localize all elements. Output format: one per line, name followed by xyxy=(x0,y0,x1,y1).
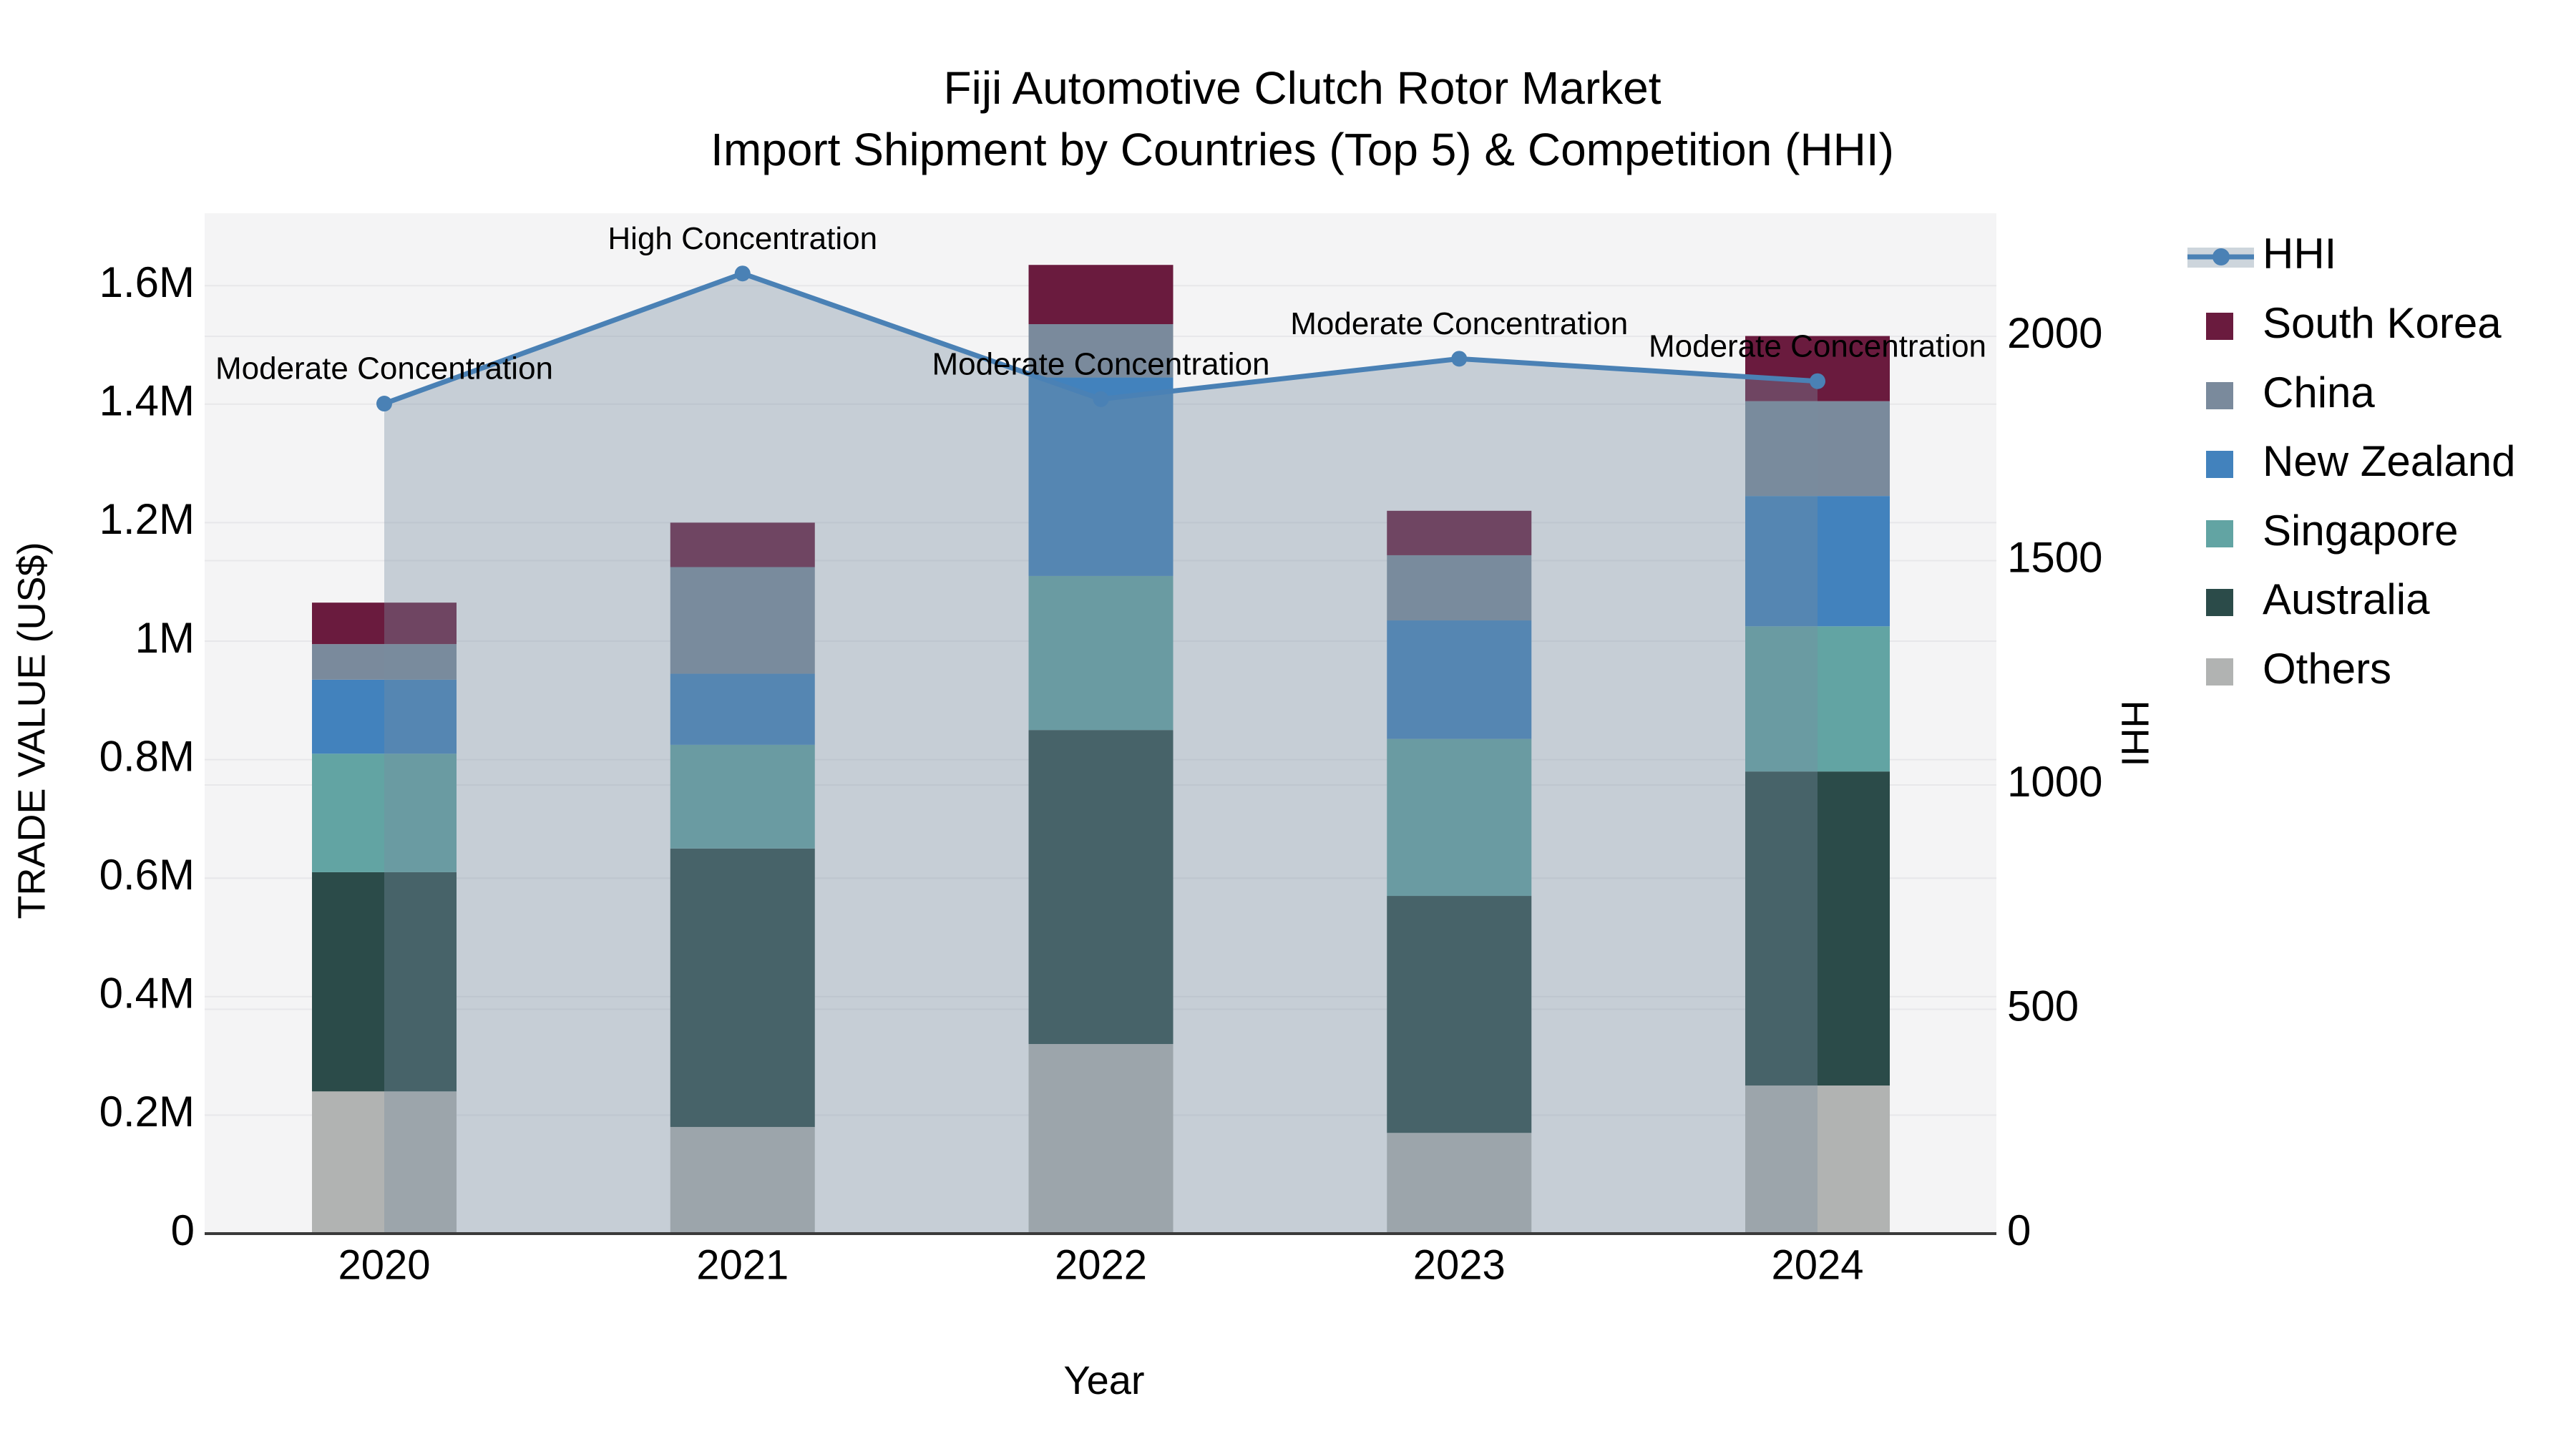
y-left-tick-1M: 1M xyxy=(135,614,195,662)
legend-swatch-south-korea xyxy=(2206,313,2233,340)
x-tick-2024: 2024 xyxy=(1771,1241,1863,1288)
bar-segment-2020-china xyxy=(312,644,457,680)
bar-segment-2024-china xyxy=(1745,401,1890,497)
bar-segment-2022-new-zealand xyxy=(1028,377,1174,576)
legend-label-china: China xyxy=(2263,369,2375,416)
chart-title: Fiji Automotive Clutch Rotor Market xyxy=(944,62,1662,114)
legend-label-australia: Australia xyxy=(2263,575,2430,623)
bar-segment-2020-australia xyxy=(312,872,457,1092)
legend-swatch-australia xyxy=(2206,589,2233,616)
y-left-axis-title: TRADE VALUE (US$) xyxy=(10,542,53,919)
hhi-marker-2020 xyxy=(376,396,392,412)
x-tick-2023: 2023 xyxy=(1413,1241,1506,1288)
y-left-tick-0.2M: 0.2M xyxy=(99,1088,195,1136)
bar-segment-2022-others xyxy=(1028,1044,1174,1234)
bar-segment-2023-south-korea xyxy=(1387,510,1532,555)
annotation-2020: Moderate Concentration xyxy=(215,351,553,386)
bar-segment-2020-singapore xyxy=(312,753,457,872)
hhi-marker-2022 xyxy=(1093,391,1109,407)
bar-segment-2022-china xyxy=(1028,324,1174,378)
bar-segment-2023-australia xyxy=(1387,896,1532,1133)
annotation-2023: Moderate Concentration xyxy=(1290,306,1628,341)
legend-label-new-zealand: New Zealand xyxy=(2263,437,2516,485)
bar-segment-2023-china xyxy=(1387,555,1532,621)
legend-hhi-marker-icon xyxy=(2212,248,2230,265)
legend-swatch-singapore xyxy=(2206,520,2233,547)
y-left-tick-0.6M: 0.6M xyxy=(99,851,195,899)
chart-subtitle: Import Shipment by Countries (Top 5) & C… xyxy=(711,124,1894,175)
x-tick-2021: 2021 xyxy=(696,1241,789,1288)
annotation-2024: Moderate Concentration xyxy=(1649,328,1986,364)
y-right-tick-500: 500 xyxy=(2007,982,2079,1030)
bar-segment-2022-south-korea xyxy=(1028,265,1174,325)
x-axis-title: Year xyxy=(1063,1357,1144,1402)
bar-segment-2021-china xyxy=(670,567,815,674)
y-right-tick-0: 0 xyxy=(2007,1206,2031,1254)
legend-label-hhi: HHI xyxy=(2263,230,2336,278)
bar-segment-2023-others xyxy=(1387,1133,1532,1234)
bar-segment-2024-singapore xyxy=(1745,626,1890,772)
legend-label-others: Others xyxy=(2263,645,2391,693)
bar-segment-2023-singapore xyxy=(1387,738,1532,897)
bar-segment-2022-singapore xyxy=(1028,575,1174,731)
bar-segment-2024-south-korea xyxy=(1745,336,1890,401)
legend-label-south-korea: South Korea xyxy=(2263,299,2502,347)
bar-segment-2021-south-korea xyxy=(670,522,815,567)
bar-segment-2022-australia xyxy=(1028,730,1174,1045)
bar-segment-2024-new-zealand xyxy=(1745,496,1890,627)
bar-segment-2021-australia xyxy=(670,848,815,1127)
y-left-tick-0: 0 xyxy=(171,1206,195,1254)
bar-segment-2020-new-zealand xyxy=(312,679,457,754)
bar-segment-2021-others xyxy=(670,1126,815,1234)
y-right-tick-1500: 1500 xyxy=(2007,533,2102,581)
y-left-tick-1.2M: 1.2M xyxy=(99,495,195,543)
hhi-area-fill xyxy=(384,273,1818,1234)
legend-swatch-new-zealand xyxy=(2206,451,2233,478)
y-right-axis-title: HHI xyxy=(2114,701,2157,767)
annotation-2022: Moderate Concentration xyxy=(932,346,1269,381)
legend-label-singapore: Singapore xyxy=(2263,507,2459,555)
y-left-tick-1.4M: 1.4M xyxy=(99,377,195,425)
bar-segment-2020-south-korea xyxy=(312,602,457,645)
bar-segment-2024-australia xyxy=(1745,771,1890,1085)
hhi-marker-2021 xyxy=(734,265,751,282)
x-tick-2020: 2020 xyxy=(338,1241,430,1288)
y-right-tick-1000: 1000 xyxy=(2007,758,2102,806)
hhi-marker-2024 xyxy=(1810,373,1825,389)
annotation-2021: High Concentration xyxy=(608,221,877,256)
x-tick-2022: 2022 xyxy=(1055,1241,1147,1288)
bar-segment-2021-singapore xyxy=(670,744,815,849)
bar-segment-2020-others xyxy=(312,1091,457,1234)
bar-segment-2021-new-zealand xyxy=(670,673,815,745)
y-left-tick-0.4M: 0.4M xyxy=(99,970,195,1018)
y-right-tick-2000: 2000 xyxy=(2007,309,2102,357)
y-left-tick-0.8M: 0.8M xyxy=(99,732,195,780)
bar-segment-2023-new-zealand xyxy=(1387,620,1532,739)
legend-swatch-china xyxy=(2206,382,2233,409)
y-left-tick-1.6M: 1.6M xyxy=(99,258,195,306)
hhi-marker-2023 xyxy=(1451,351,1468,367)
legend-swatch-others xyxy=(2206,658,2233,686)
bar-segment-2024-others xyxy=(1745,1085,1890,1234)
